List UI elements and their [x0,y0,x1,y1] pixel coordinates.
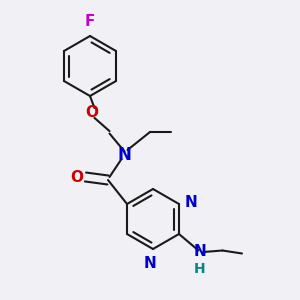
Text: H: H [194,262,205,276]
Text: N: N [185,195,198,210]
Text: O: O [85,105,99,120]
Text: O: O [70,169,84,184]
Text: N: N [194,244,206,259]
Text: N: N [118,146,131,164]
Text: N: N [144,256,156,272]
Text: F: F [85,14,95,28]
